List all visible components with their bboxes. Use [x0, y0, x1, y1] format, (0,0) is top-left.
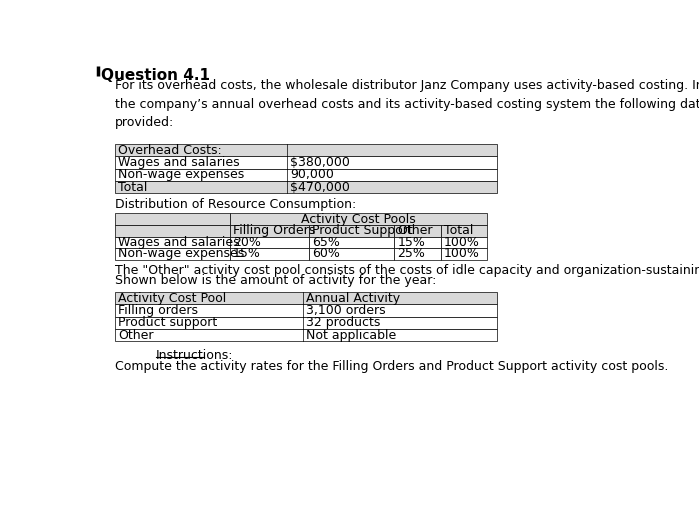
Text: 25%: 25%	[397, 247, 425, 260]
Text: 20%: 20%	[233, 236, 261, 249]
Text: Product support: Product support	[118, 316, 217, 329]
Bar	[309, 248, 394, 260]
Bar	[115, 169, 496, 181]
Bar	[394, 225, 441, 237]
Text: 3,100 orders: 3,100 orders	[306, 304, 386, 317]
Text: Total: Total	[118, 181, 147, 194]
Text: Other: Other	[118, 329, 154, 341]
Text: 32 products: 32 products	[306, 316, 380, 329]
Bar	[309, 237, 394, 248]
Text: 100%: 100%	[444, 236, 480, 249]
Text: Non-wage expenses: Non-wage expenses	[118, 169, 245, 181]
Text: 65%: 65%	[312, 236, 340, 249]
Bar	[115, 181, 496, 194]
Bar	[115, 237, 230, 248]
Bar	[115, 304, 496, 316]
Bar	[230, 213, 487, 225]
Text: $470,000: $470,000	[290, 181, 350, 194]
Text: Distribution of Resource Consumption:: Distribution of Resource Consumption:	[115, 198, 356, 211]
Text: 90,000: 90,000	[290, 169, 334, 181]
Text: Instructions:: Instructions:	[156, 349, 233, 362]
Bar	[441, 225, 487, 237]
Text: Shown below is the amount of activity for the year:: Shown below is the amount of activity fo…	[115, 274, 437, 287]
Text: Other: Other	[397, 224, 433, 237]
Text: 15%: 15%	[397, 236, 425, 249]
Text: Filling orders: Filling orders	[118, 304, 199, 317]
Text: Product Support: Product Support	[312, 224, 413, 237]
Text: Wages and salaries: Wages and salaries	[118, 156, 240, 169]
Bar	[394, 248, 441, 260]
Text: The "Other" activity cost pool consists of the costs of idle capacity and organi: The "Other" activity cost pool consists …	[115, 264, 699, 277]
Text: Activity Cost Pools: Activity Cost Pools	[301, 213, 416, 226]
Bar	[394, 237, 441, 248]
Bar	[115, 213, 230, 225]
Bar	[441, 237, 487, 248]
Bar	[115, 292, 496, 304]
Bar	[230, 225, 309, 237]
Bar	[115, 156, 496, 169]
Text: Overhead Costs:: Overhead Costs:	[118, 144, 222, 157]
Bar	[230, 248, 309, 260]
Text: For its overhead costs, the wholesale distributor Janz Company uses activity-bas: For its overhead costs, the wholesale di…	[115, 79, 699, 130]
Bar	[115, 225, 230, 237]
Bar	[441, 248, 487, 260]
Text: Activity Cost Pool: Activity Cost Pool	[118, 292, 226, 305]
Text: 15%: 15%	[233, 247, 261, 260]
Text: Non-wage expenses: Non-wage expenses	[118, 247, 245, 260]
Bar	[115, 316, 496, 329]
Text: Wages and salaries: Wages and salaries	[118, 236, 240, 249]
Bar	[115, 248, 230, 260]
Bar	[115, 329, 496, 341]
Text: $380,000: $380,000	[290, 156, 350, 169]
Bar	[230, 237, 309, 248]
Text: 100%: 100%	[444, 247, 480, 260]
Text: Question 4.1: Question 4.1	[101, 68, 210, 83]
Text: Total: Total	[444, 224, 473, 237]
Bar	[115, 144, 496, 156]
Text: Not applicable: Not applicable	[306, 329, 396, 341]
Text: Compute the activity rates for the Filling Orders and Product Support activity c: Compute the activity rates for the Filli…	[115, 360, 669, 373]
Text: 60%: 60%	[312, 247, 340, 260]
Bar	[309, 225, 394, 237]
Text: Annual Activity: Annual Activity	[306, 292, 400, 305]
Text: Filling Orders: Filling Orders	[233, 224, 315, 237]
